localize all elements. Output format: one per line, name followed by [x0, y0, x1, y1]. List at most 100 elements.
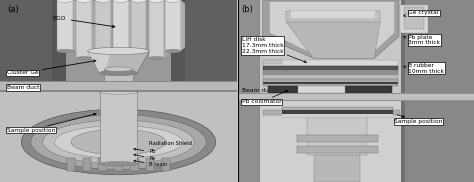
Bar: [400, 0, 405, 182]
Ellipse shape: [76, 0, 92, 2]
Text: B rubber
10mm thick: B rubber 10mm thick: [404, 63, 444, 74]
Bar: [0, 81, 237, 82]
Bar: [239, 0, 259, 182]
Bar: [291, 11, 375, 18]
Ellipse shape: [113, 0, 128, 2]
Bar: [263, 82, 398, 84]
Text: Beam duct: Beam duct: [242, 88, 274, 94]
Bar: [76, 0, 92, 58]
Polygon shape: [263, 0, 399, 58]
Bar: [261, 101, 401, 182]
Ellipse shape: [21, 109, 216, 175]
Ellipse shape: [149, 56, 164, 60]
Text: Sample position: Sample position: [7, 113, 96, 133]
Bar: [282, 114, 393, 117]
Ellipse shape: [76, 56, 92, 60]
Bar: [67, 158, 75, 171]
Text: Pb plate
3mm thick: Pb plate 3mm thick: [403, 35, 440, 46]
Polygon shape: [142, 0, 237, 182]
Bar: [113, 0, 128, 62]
Bar: [0, 81, 237, 92]
Bar: [393, 110, 400, 115]
Bar: [314, 155, 360, 182]
Bar: [263, 79, 398, 86]
Bar: [263, 75, 398, 78]
Ellipse shape: [104, 67, 133, 71]
Bar: [171, 0, 185, 87]
Bar: [82, 158, 91, 171]
Text: Pb collimator: Pb collimator: [242, 90, 288, 104]
Ellipse shape: [57, 49, 73, 53]
Polygon shape: [128, 0, 133, 62]
Ellipse shape: [31, 115, 206, 169]
Bar: [239, 93, 474, 94]
Polygon shape: [164, 0, 168, 58]
Text: B resin: B resin: [134, 160, 168, 167]
Bar: [146, 158, 155, 171]
Bar: [297, 135, 378, 142]
Bar: [263, 70, 398, 75]
Text: Ge crystal: Ge crystal: [403, 10, 439, 17]
Bar: [286, 11, 380, 22]
Ellipse shape: [100, 90, 137, 94]
Bar: [239, 0, 263, 182]
Polygon shape: [92, 0, 96, 58]
Bar: [399, 0, 474, 182]
Bar: [239, 100, 474, 101]
Ellipse shape: [131, 53, 146, 56]
Polygon shape: [88, 51, 149, 73]
Ellipse shape: [165, 49, 181, 53]
Bar: [297, 146, 378, 153]
Polygon shape: [0, 0, 95, 182]
Ellipse shape: [149, 0, 164, 2]
Text: Sample position: Sample position: [394, 115, 443, 124]
Ellipse shape: [95, 0, 111, 2]
Bar: [263, 110, 284, 115]
Ellipse shape: [100, 162, 137, 166]
Bar: [298, 86, 345, 93]
Ellipse shape: [71, 129, 166, 155]
Bar: [99, 158, 107, 171]
Polygon shape: [146, 0, 151, 55]
Ellipse shape: [113, 60, 128, 64]
Bar: [162, 158, 170, 171]
Bar: [52, 0, 185, 182]
Bar: [95, 0, 111, 55]
Ellipse shape: [57, 0, 73, 2]
Text: (b): (b): [242, 5, 254, 14]
Polygon shape: [88, 51, 111, 73]
Bar: [149, 0, 164, 58]
Text: Cluster Ge: Cluster Ge: [7, 60, 96, 75]
Polygon shape: [270, 2, 394, 55]
Text: Fe: Fe: [134, 154, 155, 161]
Bar: [114, 158, 123, 171]
Polygon shape: [286, 22, 380, 58]
Bar: [267, 86, 298, 93]
Ellipse shape: [43, 120, 194, 164]
Bar: [100, 92, 137, 164]
Bar: [308, 117, 367, 155]
Bar: [52, 0, 185, 87]
Bar: [263, 66, 398, 70]
Bar: [131, 0, 146, 55]
Text: BGO: BGO: [52, 16, 115, 27]
Bar: [165, 0, 181, 51]
Bar: [57, 0, 73, 51]
Bar: [263, 60, 282, 64]
Bar: [239, 93, 474, 101]
Bar: [104, 69, 133, 86]
Ellipse shape: [165, 0, 181, 2]
Text: LiH disk
17.3mm thick
22.3mm thick: LiH disk 17.3mm thick 22.3mm thick: [242, 37, 307, 63]
Text: Pb: Pb: [134, 148, 156, 155]
Text: (a): (a): [7, 5, 19, 14]
Bar: [263, 60, 398, 66]
Bar: [52, 0, 66, 87]
Bar: [0, 92, 237, 182]
Bar: [282, 110, 393, 114]
Polygon shape: [111, 0, 115, 55]
Polygon shape: [73, 0, 78, 51]
Ellipse shape: [131, 0, 146, 2]
Ellipse shape: [88, 47, 149, 55]
Ellipse shape: [55, 126, 182, 158]
Bar: [345, 86, 392, 93]
